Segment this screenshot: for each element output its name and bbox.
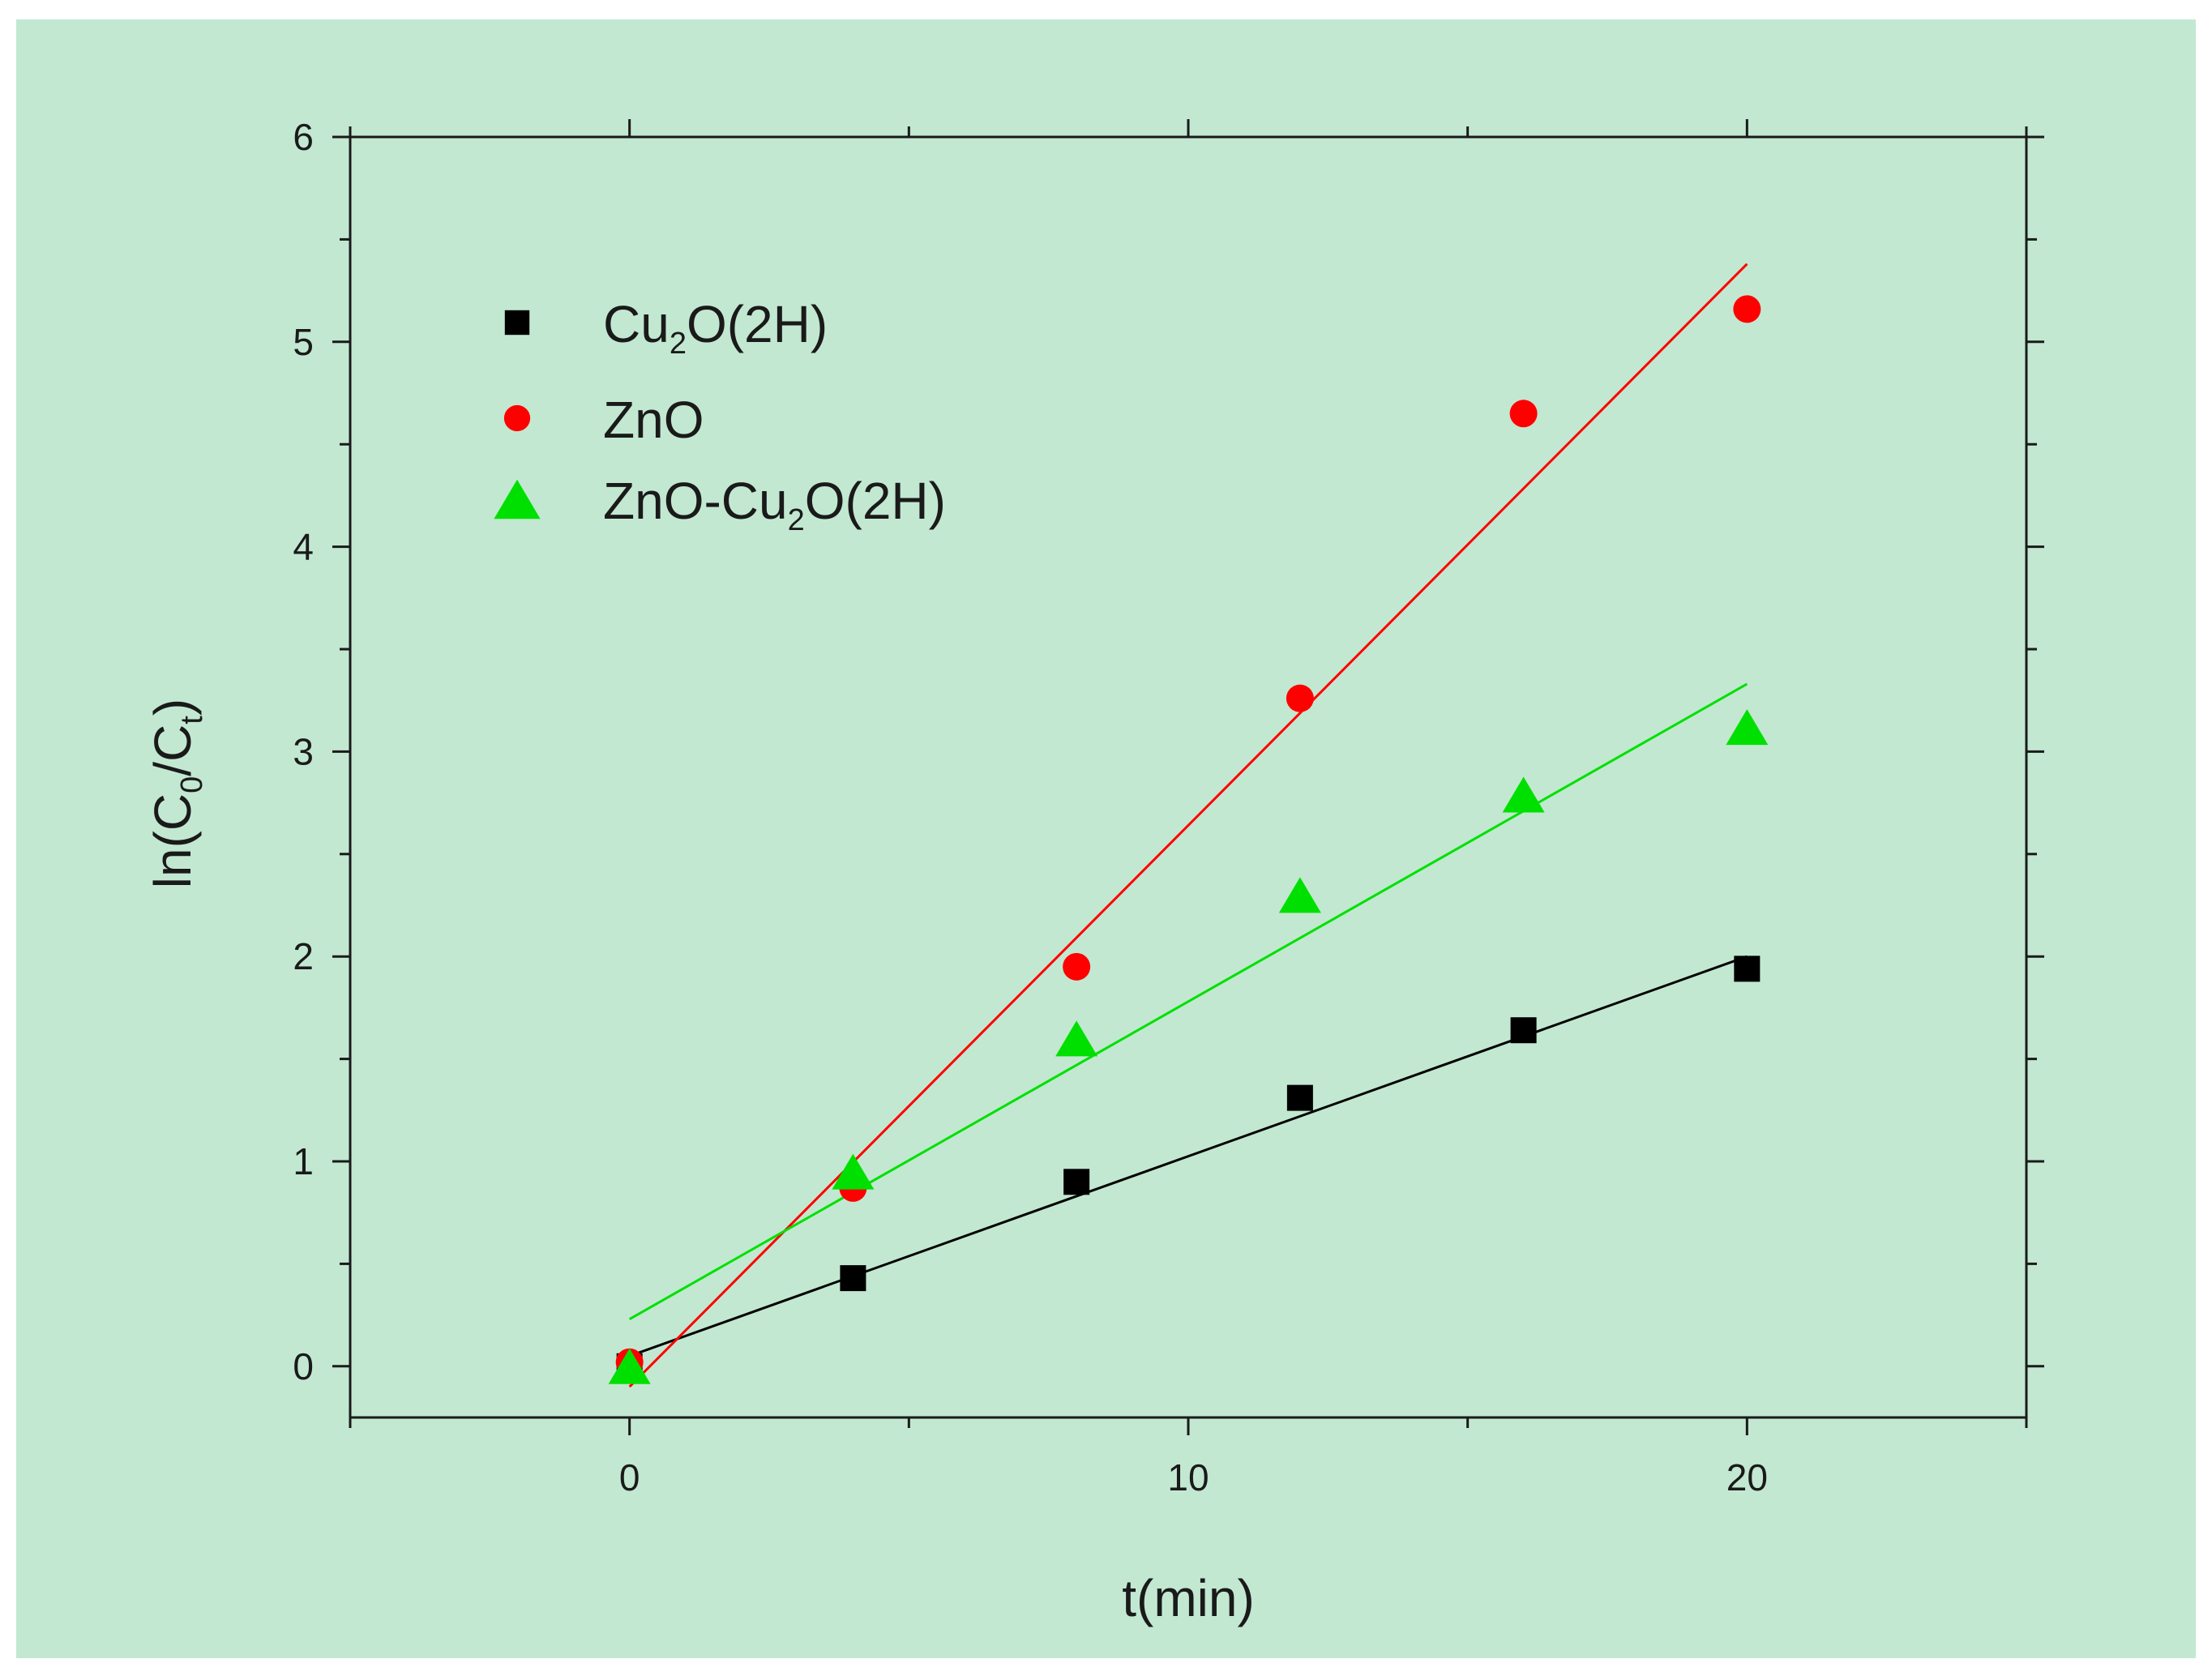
legend-marker-0: [504, 310, 530, 336]
legend-marker-1: [503, 404, 531, 432]
fit-line-1: [628, 263, 1748, 1388]
y-title-pre: ln(C: [143, 793, 202, 888]
legend-marker-2: [494, 479, 541, 519]
y-title-sub-0: 0: [175, 776, 209, 793]
data-point-1-2: [1063, 952, 1091, 981]
legend-zno-cu2o-pre: ZnO-Cu: [603, 472, 788, 530]
fit-line-2: [628, 682, 1748, 1320]
y-tick-label: 6: [293, 116, 314, 158]
x-tick-label: 10: [1167, 1456, 1209, 1499]
legend-cu2o-sub: 2: [670, 327, 687, 361]
y-tick-label: 3: [293, 730, 314, 772]
legend-label-zno-cu2o: ZnO-Cu2O(2H): [603, 472, 946, 537]
data-point-1-3: [1286, 684, 1314, 712]
data-markers: [608, 295, 1769, 1384]
y-tick-label: 2: [293, 935, 314, 977]
legend-entry-zno-cu2o: ZnO-Cu2O(2H): [494, 472, 946, 537]
data-point-2-1: [832, 1153, 875, 1190]
x-tick-label: 20: [1726, 1456, 1768, 1499]
legend-cu2o-post: O(2H): [687, 295, 828, 353]
y-title-post: ): [143, 699, 202, 716]
data-point-2-4: [1502, 776, 1545, 813]
data-point-1-5: [1733, 295, 1761, 323]
legend-zno-cu2o-post: O(2H): [805, 472, 946, 530]
data-point-0-5: [1734, 956, 1761, 982]
y-title-sub-t: t: [175, 716, 209, 725]
legend-cu2o-pre: Cu: [603, 295, 670, 353]
x-tick-label: 0: [619, 1456, 640, 1499]
legend-label-zno: ZnO: [603, 391, 704, 449]
data-point-0-4: [1510, 1017, 1537, 1044]
legend-entry-zno: ZnO: [503, 391, 704, 449]
data-point-1-4: [1509, 400, 1538, 428]
legend-entry-cu2o: Cu2O(2H): [504, 295, 828, 361]
legend-label-cu2o: Cu2O(2H): [603, 295, 828, 361]
y-tick-label: 5: [293, 321, 314, 363]
legend-zno-pre: ZnO: [603, 391, 704, 449]
legend: Cu2O(2H) ZnO ZnO-Cu2O(2H): [494, 295, 946, 537]
fit-lines: [628, 263, 1748, 1388]
legend-zno-cu2o-sub: 2: [788, 503, 805, 537]
data-point-2-0: [608, 1348, 651, 1384]
data-point-2-5: [1726, 709, 1769, 746]
y-axis-title: ln(C0/Ct): [143, 699, 209, 888]
fit-line-0: [629, 955, 1748, 1357]
data-point-0-1: [840, 1265, 866, 1292]
y-title-mid: /C: [143, 725, 202, 776]
y-tick-label: 1: [293, 1140, 314, 1182]
y-tick-label: 0: [293, 1345, 314, 1387]
data-point-2-3: [1278, 877, 1321, 913]
axis-ticks: 0 10 20 0 1 2 3 4 5 6: [293, 116, 2044, 1499]
chart-panel: 0 10 20 0 1 2 3 4 5 6 t(min) ln(C0/Ct) Cu2O(2H) Z…: [16, 19, 2196, 1658]
x-axis-title: t(min): [1122, 1569, 1255, 1627]
data-point-0-2: [1063, 1169, 1090, 1195]
y-tick-label: 4: [293, 526, 314, 568]
data-point-2-2: [1055, 1020, 1098, 1057]
plot-frame: [349, 135, 2028, 1419]
data-point-0-3: [1286, 1084, 1313, 1111]
